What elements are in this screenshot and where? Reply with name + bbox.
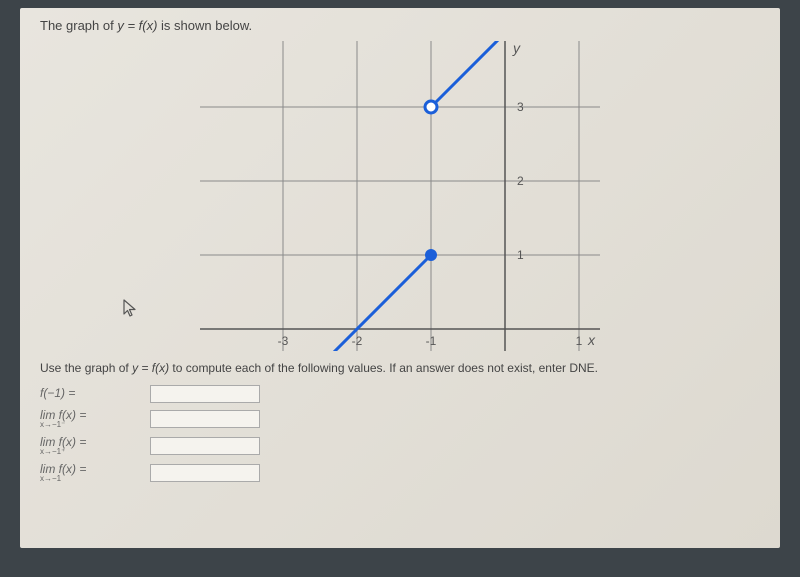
cursor-icon <box>122 298 140 325</box>
question-4: lim f(x) = x→−1 <box>40 463 760 484</box>
instruction-eq: y = f(x) <box>132 361 169 375</box>
prompt-suffix: is shown below. <box>161 18 252 33</box>
prompt-eq: y = f(x) <box>117 18 157 33</box>
svg-text:3: 3 <box>517 100 524 114</box>
question-2: lim f(x) = x→−1⁻ <box>40 409 760 430</box>
question-1: f(−1) = <box>40 385 760 403</box>
worksheet-page: The graph of y = f(x) is shown below. -3… <box>20 8 780 548</box>
svg-text:-1: -1 <box>426 334 437 348</box>
q1-input[interactable] <box>150 385 260 403</box>
function-graph: -3-2-111234xy <box>200 41 600 351</box>
svg-text:1: 1 <box>576 334 583 348</box>
q2-input[interactable] <box>150 410 260 428</box>
q4-label: lim f(x) = x→−1 <box>40 463 150 484</box>
q3-label: lim f(x) = x→−1⁺ <box>40 436 150 457</box>
svg-text:1: 1 <box>517 248 524 262</box>
q4-input[interactable] <box>150 464 260 482</box>
instruction-suffix: to compute each of the following values.… <box>172 361 598 375</box>
instruction-text: Use the graph of y = f(x) to compute eac… <box>40 361 760 375</box>
svg-text:-3: -3 <box>278 334 289 348</box>
prompt-text: The graph of y = f(x) is shown below. <box>40 18 760 33</box>
svg-text:2: 2 <box>517 174 524 188</box>
q1-label: f(−1) = <box>40 387 150 400</box>
svg-text:x: x <box>587 332 596 348</box>
q3-input[interactable] <box>150 437 260 455</box>
graph-container: -3-2-111234xy <box>200 41 600 351</box>
svg-text:y: y <box>512 41 521 56</box>
q2-label: lim f(x) = x→−1⁻ <box>40 409 150 430</box>
prompt-prefix: The graph of <box>40 18 117 33</box>
question-3: lim f(x) = x→−1⁺ <box>40 436 760 457</box>
instruction-prefix: Use the graph of <box>40 361 132 375</box>
svg-text:-2: -2 <box>352 334 363 348</box>
